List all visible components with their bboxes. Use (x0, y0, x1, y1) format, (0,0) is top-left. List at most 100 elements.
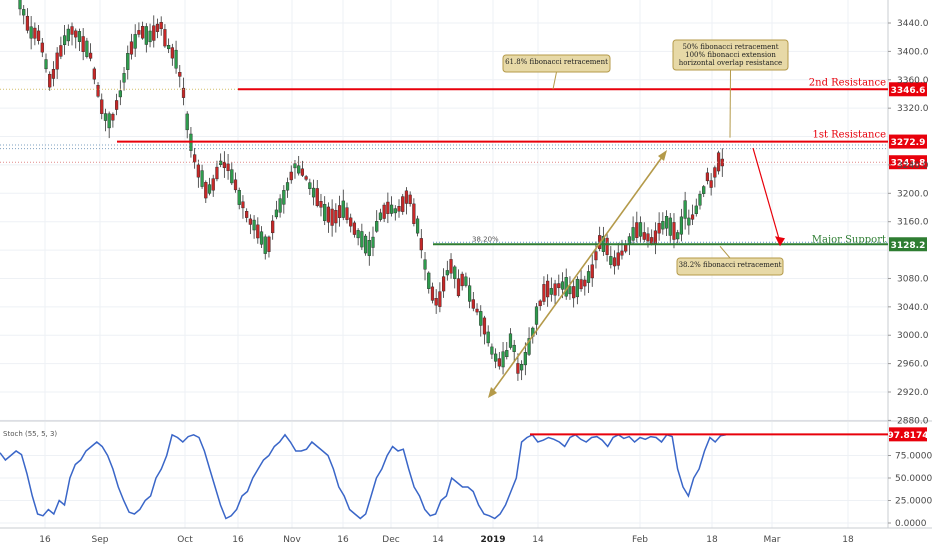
fib-618-callout-text: 61.8% fibonacci retracement (505, 58, 608, 66)
price-axis-label: 3320.0 (897, 104, 929, 114)
candle (516, 363, 520, 374)
stochastic-line (0, 433, 727, 520)
candle (196, 164, 200, 178)
resistance-1-price-tag-bg (889, 134, 927, 149)
candle (676, 232, 680, 240)
candle (152, 25, 156, 41)
price-axis-label: 3200.0 (897, 189, 929, 199)
candle (181, 87, 186, 98)
candle (653, 230, 657, 244)
candle (664, 216, 669, 229)
candle (430, 286, 435, 301)
candle (204, 182, 208, 199)
candle (646, 233, 650, 242)
candle (207, 184, 212, 194)
candle (482, 317, 487, 335)
candle (185, 113, 189, 131)
candle (445, 270, 449, 276)
candle (453, 266, 457, 279)
candle (631, 227, 635, 241)
candle (170, 47, 174, 59)
candle (241, 201, 245, 209)
fib-50-callout-box (672, 39, 789, 71)
candle (449, 259, 453, 274)
candle (315, 188, 319, 207)
candle (382, 204, 386, 219)
resistance-2-price-tag-bg (889, 82, 927, 97)
candle (397, 206, 401, 212)
candle (137, 30, 141, 35)
time-axis-label: 18 (706, 535, 718, 545)
candle (490, 346, 494, 355)
candle (66, 28, 70, 42)
candle (245, 211, 249, 218)
candle (468, 285, 472, 302)
price-axis-label: 2960.0 (897, 360, 929, 370)
candle (219, 160, 223, 165)
candle (408, 194, 412, 204)
candle (230, 169, 234, 184)
time-axis-label: 2019 (480, 535, 505, 545)
stoch-axis-label: 0.0000 (895, 519, 927, 529)
candle (386, 201, 390, 214)
stoch-value-tag: 97.8174 (888, 431, 929, 441)
price-axis-label: 3040.0 (897, 303, 929, 313)
candle (33, 27, 37, 39)
candle (679, 216, 684, 235)
price-axis-label: 3360.0 (897, 76, 929, 86)
candle (442, 276, 446, 292)
fib-382-callout-pointer (719, 245, 731, 259)
candle (96, 85, 100, 97)
candle (378, 212, 383, 220)
candle (289, 171, 293, 181)
candle (512, 344, 516, 352)
time-axis-label: Sep (92, 535, 109, 545)
stoch-axis-label: 25.0000 (895, 497, 932, 507)
candle (620, 250, 624, 256)
candle (133, 34, 137, 49)
projection-arrow-line (752, 147, 781, 243)
candle (345, 207, 349, 220)
candle (193, 154, 197, 163)
candle (341, 200, 345, 218)
candle (88, 52, 93, 59)
price-axis-label: 2920.0 (897, 388, 929, 398)
candle (129, 41, 134, 55)
fib-extension-arrow-end (658, 150, 667, 161)
candle (624, 244, 628, 252)
major-support-price-tag-bg (889, 237, 927, 252)
candle (81, 36, 85, 52)
candle (311, 187, 316, 198)
candle (627, 236, 631, 245)
candle (18, 0, 22, 10)
candle (211, 178, 215, 191)
candle (226, 163, 230, 172)
candle (497, 358, 501, 367)
candle (586, 271, 591, 283)
stoch-axis-label: 75.0000 (895, 452, 932, 462)
candle (542, 284, 546, 302)
candle (501, 351, 505, 368)
candle (494, 353, 498, 362)
candle (29, 26, 33, 39)
candle (590, 264, 594, 279)
candle (200, 170, 204, 187)
candle (572, 286, 576, 299)
candle (423, 259, 427, 270)
stoch-pane (0, 422, 888, 528)
stoch-axis-label: 50.0000 (895, 474, 932, 484)
candle (163, 29, 167, 47)
candle (661, 221, 665, 230)
time-axis-label: Nov (283, 535, 301, 545)
time-axis-label: Dec (382, 535, 399, 545)
candle (690, 214, 695, 220)
candle (356, 230, 360, 239)
candle (70, 26, 74, 35)
candle (393, 208, 397, 214)
candle (475, 308, 479, 313)
candle (549, 288, 553, 295)
resistance-2-label: 2nd Resistance (809, 77, 886, 88)
candle (486, 331, 490, 344)
candle (560, 281, 565, 290)
candle (687, 217, 691, 226)
